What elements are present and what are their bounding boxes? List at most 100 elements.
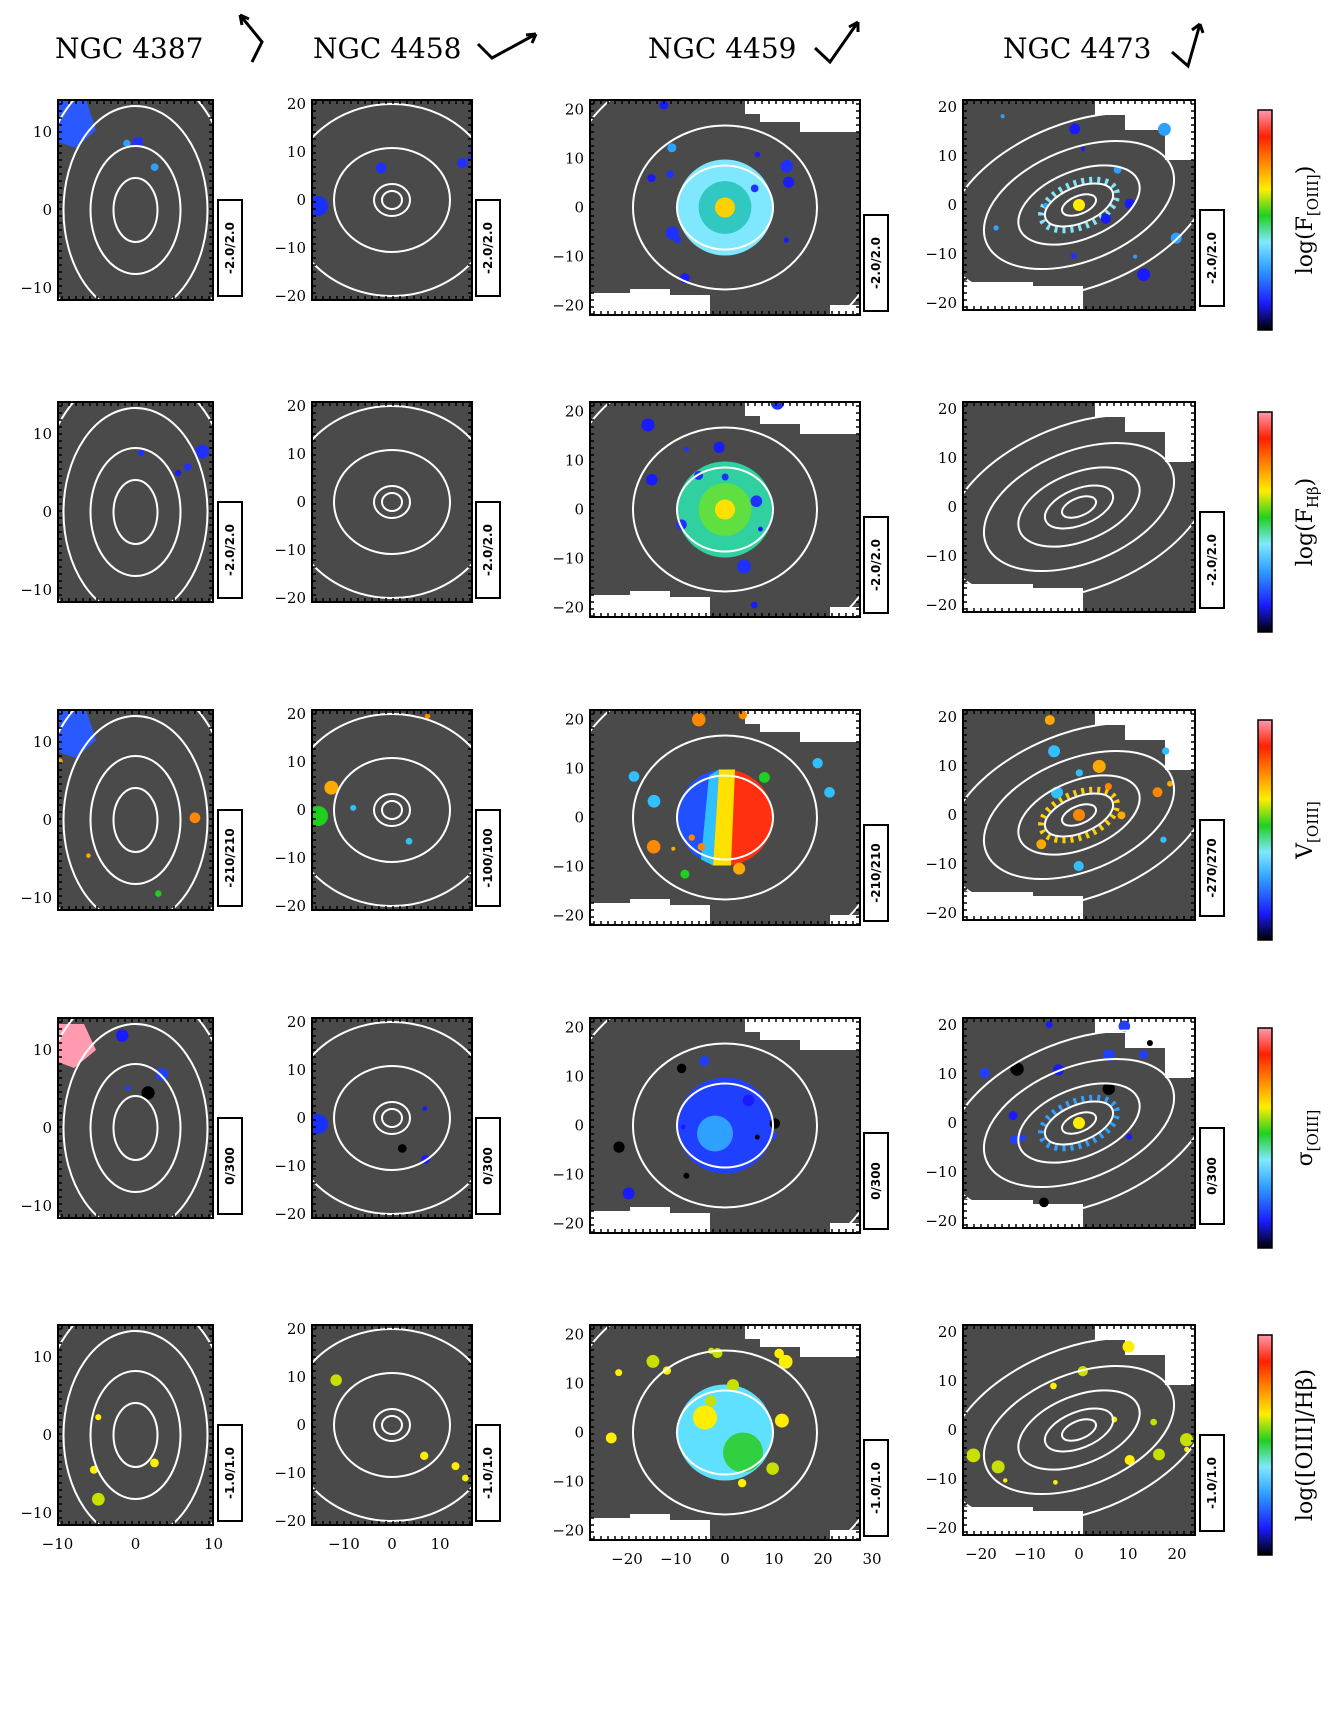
y-tick-label: −20 [274, 287, 306, 305]
emission-map [641, 402, 784, 609]
emission-blob [1120, 313, 1130, 323]
range-label: -100/100 [481, 828, 495, 887]
y-tick-label: −10 [552, 1473, 584, 1491]
emission-blob [647, 173, 656, 183]
isophote-contours [58, 710, 213, 910]
minor-ticks [963, 1018, 1195, 1228]
minor-ticks [963, 710, 1195, 920]
emission-map [613, 1056, 781, 1233]
emission-blob [716, 1307, 726, 1317]
emission-map [58, 710, 201, 897]
map-background [312, 1325, 472, 1525]
emission-blob [774, 1348, 784, 1359]
emission-blob [330, 1374, 342, 1386]
emission-blob [1133, 254, 1138, 259]
isophote-contours [58, 100, 213, 300]
emission-blob [754, 95, 759, 100]
isophote-contours [590, 100, 860, 315]
emission-blob [91, 1492, 105, 1506]
emission-blob [132, 136, 144, 148]
range-box [863, 824, 889, 922]
emission-map [137, 444, 210, 477]
y-tick-label: −10 [274, 1464, 306, 1482]
y-tick-label: 20 [938, 1016, 957, 1034]
emission-map [647, 95, 795, 284]
emission-blob [1100, 213, 1111, 224]
x-tick-label: −20 [611, 1550, 643, 1568]
emission-blob [750, 495, 763, 508]
emission-blob [1010, 1062, 1024, 1076]
emission-blob [758, 526, 763, 532]
range-label: 0/300 [869, 1162, 883, 1200]
panel-ngc4458-row3: 20 10 0 −10 −20 -100/100 [274, 705, 501, 915]
y-tick-label: 10 [938, 147, 957, 165]
y-tick-label: 0 [296, 191, 306, 209]
panel-frame [57, 1324, 214, 1526]
panel-ngc4387-row4: 10 0 −10 0/300 [20, 1017, 243, 1219]
emission-blob [1044, 715, 1055, 726]
emission-blob [86, 853, 91, 858]
y-tick-label: 0 [42, 811, 52, 829]
y-tick-label: 0 [947, 1114, 957, 1132]
panel-ngc4459-row4: 20 10 0 −10 −20 0/300 [552, 1017, 889, 1234]
emission-blob [766, 1462, 779, 1475]
colorbar-gradient [1257, 411, 1273, 633]
map-background [963, 402, 1195, 612]
panel-frame [57, 1017, 214, 1219]
compass-ngc4458-icon [476, 32, 538, 60]
y-tick-label: 10 [565, 1375, 584, 1393]
isophote-contours [312, 405, 472, 599]
emission-blob [95, 1414, 102, 1421]
y-tick-label: 20 [287, 95, 306, 113]
y-tick-label: −10 [20, 889, 52, 907]
emission-blob [733, 862, 746, 875]
isophote-contours [312, 1021, 472, 1215]
panel-frame [57, 401, 214, 603]
colorbar-row1: log(F[OIII]) [1257, 109, 1322, 331]
minor-ticks [58, 100, 213, 300]
y-tick-label: 0 [574, 1117, 584, 1135]
emission-blob [680, 869, 690, 879]
y-tick-label: −10 [552, 550, 584, 568]
emission-blob [1179, 1433, 1194, 1447]
panel-ngc4458-row2: 20 10 0 −10 −20 -2.0/2.0 [274, 397, 501, 607]
emission-blob [704, 697, 716, 709]
emission-blob [680, 1124, 686, 1130]
range-box [217, 809, 243, 907]
colorbar-row2: log(FHβ) [1257, 411, 1322, 633]
emission-blob [673, 235, 682, 244]
emission-blob [747, 1148, 752, 1153]
emission-blob [699, 1056, 710, 1067]
emission-blob [622, 1187, 635, 1200]
y-tick-label: 10 [938, 1065, 957, 1083]
range-label: -2.0/2.0 [481, 222, 495, 274]
map-background [312, 100, 472, 300]
y-tick-label: 0 [574, 199, 584, 217]
emission-blob [125, 1085, 131, 1091]
range-label: -2.0/2.0 [869, 237, 883, 289]
panel-ngc4458-row1: 20 10 0 −10 −20 -2.0/2.0 [274, 95, 501, 305]
emission-map [58, 1024, 169, 1100]
emission-blob [1048, 745, 1061, 758]
y-tick-label: 0 [947, 196, 957, 214]
range-box [475, 501, 501, 599]
y-tick-label: −20 [552, 599, 584, 617]
panel-frame [311, 709, 473, 911]
emission-blob [671, 846, 676, 851]
y-tick-label: 0 [574, 501, 584, 519]
y-tick-label: 20 [938, 98, 957, 116]
emission-map [979, 1020, 1153, 1208]
emission-blob [115, 1029, 129, 1042]
emission-blob [812, 757, 823, 769]
emission-blob [666, 170, 675, 178]
y-tick-label: 20 [938, 1323, 957, 1341]
y-tick-label: 10 [33, 123, 52, 141]
range-label: -1.0/1.0 [223, 1447, 237, 1499]
y-tick-label: −10 [925, 855, 957, 873]
minor-ticks [963, 402, 1195, 612]
minor-ticks [590, 710, 860, 925]
range-box [475, 199, 501, 297]
emission-blob [1122, 1340, 1135, 1353]
emission-blob [184, 463, 192, 471]
y-tick-label: −20 [925, 904, 957, 922]
